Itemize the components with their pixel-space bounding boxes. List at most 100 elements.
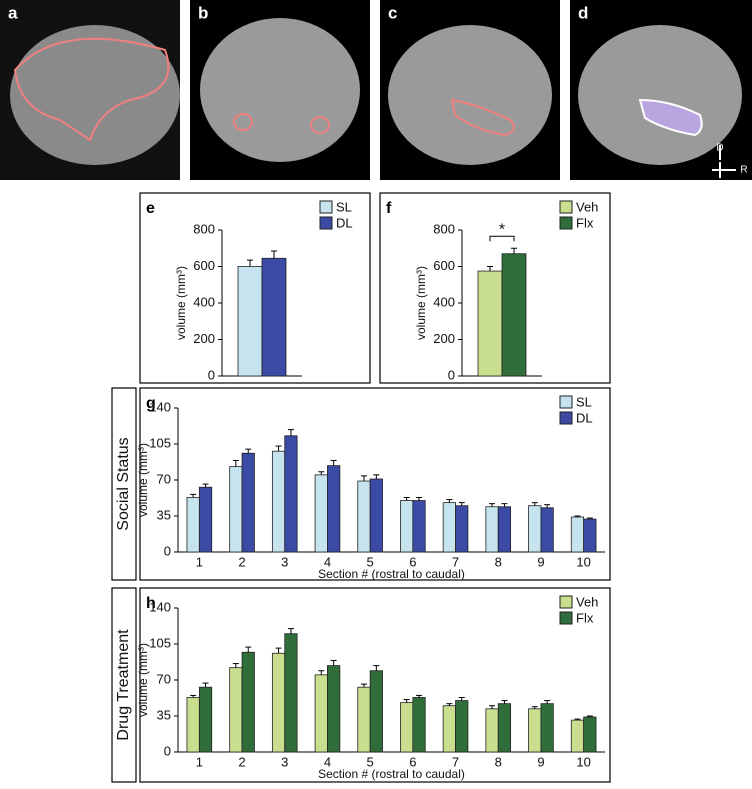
bar (455, 700, 469, 753)
brain (10, 25, 180, 165)
legend-label: Veh (576, 199, 598, 214)
x-tick-label: 6 (409, 554, 416, 569)
legend-swatch (559, 611, 573, 625)
bar (284, 633, 298, 753)
legend-swatch (559, 411, 573, 425)
bar (412, 697, 426, 753)
bar (540, 703, 554, 753)
panel-label: f (386, 200, 392, 217)
y-tick-label: 70 (157, 471, 171, 486)
panel-label: e (146, 200, 155, 217)
x-tick-label: 8 (495, 754, 502, 769)
bar (485, 506, 499, 553)
bar (186, 697, 200, 753)
bar (583, 716, 597, 753)
bar (400, 702, 414, 753)
bar (237, 266, 263, 377)
brain (200, 18, 360, 162)
bar (198, 686, 213, 753)
y-axis-label: volume (mm³) (136, 643, 150, 717)
panel-label: b (198, 3, 208, 22)
x-tick-label: 1 (196, 754, 203, 769)
y-axis-label: volume (mm³) (174, 266, 188, 340)
y-axis-label: volume (mm³) (136, 443, 150, 517)
y-tick-label: 600 (433, 258, 455, 273)
row-label-frame (111, 587, 137, 783)
bar (327, 465, 341, 553)
bar (497, 703, 512, 753)
brain (388, 25, 552, 165)
row-label: Social Status (115, 437, 132, 530)
bar (477, 270, 503, 377)
x-tick-label: 1 (196, 554, 203, 569)
legend-swatch (319, 200, 333, 214)
x-axis-label: Section # (rostral to caudal) (318, 767, 465, 781)
x-axis-label: Section # (rostral to caudal) (318, 567, 465, 581)
legend-swatch (559, 395, 573, 409)
legend-label: DL (336, 215, 353, 230)
y-tick-label: 600 (193, 258, 215, 273)
y-tick-label: 200 (193, 331, 215, 346)
bar (314, 674, 328, 753)
bar (284, 435, 298, 553)
legend-label: SL (576, 394, 592, 409)
y-tick-label: 0 (164, 743, 171, 758)
panel-label: a (8, 3, 18, 22)
legend-label: Veh (576, 594, 598, 609)
x-tick-label: 7 (452, 754, 459, 769)
x-tick-label: 5 (367, 754, 374, 769)
y-tick-label: 800 (193, 221, 215, 236)
x-tick-label: 9 (537, 554, 544, 569)
significance-label: * (499, 221, 505, 238)
row-label-frame (111, 387, 137, 581)
panel-frame (379, 192, 611, 384)
bar (369, 478, 383, 553)
y-tick-label: 400 (193, 294, 215, 309)
legend-swatch (559, 216, 573, 230)
x-tick-label: 8 (495, 554, 502, 569)
bar (485, 708, 499, 753)
bar (357, 480, 371, 553)
orientation-label: D (716, 143, 723, 154)
x-tick-label: 7 (452, 554, 459, 569)
bar (261, 257, 287, 377)
bar (241, 651, 255, 753)
legend-label: DL (576, 410, 593, 425)
legend-swatch (559, 200, 573, 214)
x-tick-label: 10 (576, 554, 590, 569)
y-tick-label: 0 (164, 543, 171, 558)
y-tick-label: 400 (433, 294, 455, 309)
x-tick-label: 4 (324, 754, 331, 769)
bar (369, 670, 383, 753)
x-tick-label: 10 (576, 754, 590, 769)
outline (13, 37, 170, 142)
panel-label: g (146, 395, 156, 412)
y-axis-label: volume (mm³) (414, 266, 428, 340)
x-tick-label: 2 (238, 754, 245, 769)
y-tick-label: 800 (433, 221, 455, 236)
bar (497, 506, 512, 553)
bar (314, 474, 328, 553)
bar (400, 500, 414, 553)
bar (229, 667, 243, 753)
x-tick-label: 4 (324, 554, 331, 569)
bar (442, 502, 456, 553)
panel-label: c (388, 3, 397, 22)
x-tick-label: 2 (238, 554, 245, 569)
outline (310, 116, 330, 134)
bar (271, 450, 286, 553)
y-tick-label: 105 (149, 635, 171, 650)
y-tick-label: 200 (433, 331, 455, 346)
bar (271, 652, 286, 753)
panel-frame (139, 192, 371, 384)
bar (229, 466, 243, 553)
bar (528, 505, 542, 553)
bar (570, 516, 585, 553)
significance-bracket (489, 235, 515, 242)
y-tick-label: 140 (149, 399, 171, 414)
panel-label: d (578, 3, 588, 22)
bar (455, 505, 469, 553)
y-tick-label: 0 (208, 367, 215, 382)
mri-images: D R a b c d (0, 0, 752, 180)
